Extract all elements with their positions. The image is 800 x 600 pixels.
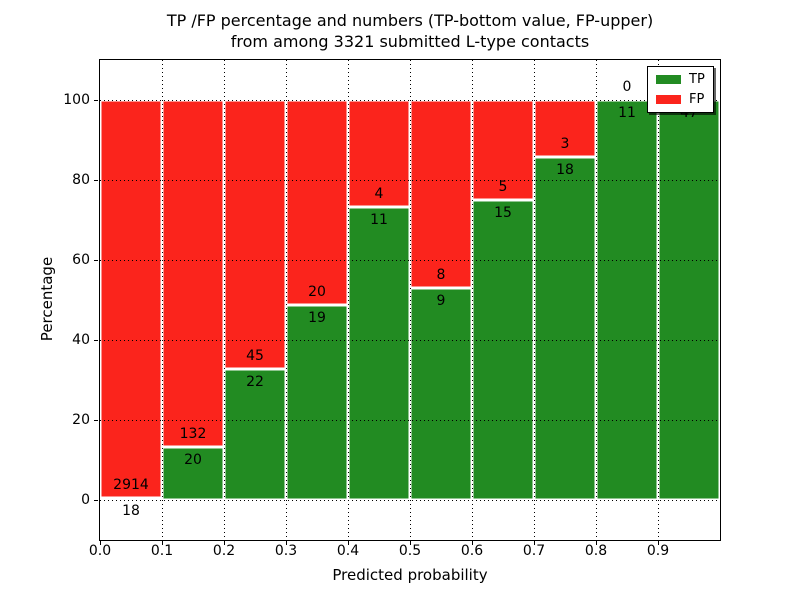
x-tick-label: 0.4	[336, 543, 360, 559]
x-tick-label: 0.1	[150, 543, 174, 559]
x-tick-label: 0.6	[460, 543, 484, 559]
bar-tp-segment	[596, 100, 658, 500]
bar-tp-segment	[472, 200, 534, 500]
bar-tp-segment	[162, 447, 224, 500]
chart-title-line1: TP /FP percentage and numbers (TP-bottom…	[166, 11, 654, 30]
x-axis-title: Predicted probability	[332, 566, 488, 584]
x-tick-label: 0.5	[398, 543, 422, 559]
bar-fp-segment	[472, 100, 534, 200]
bar-tp-segment	[410, 288, 472, 500]
x-tick-mark	[533, 541, 535, 545]
legend-label-fp: FP	[689, 92, 705, 107]
legend-swatch-tp	[656, 75, 681, 84]
bar-fp-segment	[100, 100, 162, 498]
y-tick-mark	[94, 259, 98, 261]
bar-fp-segment	[224, 100, 286, 369]
bar-fp-segment	[348, 100, 410, 207]
bars-layer	[100, 60, 720, 540]
y-tick-mark	[94, 419, 98, 421]
x-tick-mark	[223, 541, 225, 545]
legend-swatch-fp	[656, 95, 681, 104]
bar-tp-segment	[224, 368, 286, 500]
y-tick-label: 100	[63, 92, 90, 108]
legend-item-tp: TP	[656, 73, 705, 86]
legend-item-fp: FP	[656, 93, 705, 106]
plot-area: 291418132204522201941189515318011047 TPF…	[99, 59, 721, 541]
y-tick-label: 0	[81, 492, 90, 508]
x-tick-label: 0.0	[88, 543, 112, 559]
x-tick-label: 0.3	[274, 543, 298, 559]
legend: TP FP	[647, 66, 714, 113]
chart-title: TP /FP percentage and numbers (TP-bottom…	[99, 10, 721, 52]
bar-fp-segment	[534, 100, 596, 158]
chart-title-line2: from among 3321 submitted L-type contact…	[230, 32, 590, 51]
y-tick-label: 40	[72, 332, 90, 348]
x-tick-mark	[285, 541, 287, 545]
bar-tp-segment	[100, 497, 162, 500]
bar-tp-segment	[286, 305, 348, 500]
legend-label-tp: TP	[689, 72, 705, 87]
bar-tp-segment	[658, 100, 720, 500]
y-axis-title: Percentage	[38, 256, 56, 342]
y-tick-mark	[94, 339, 98, 341]
x-tick-mark	[471, 541, 473, 545]
bar-tp-segment	[534, 157, 596, 500]
x-tick-label: 0.9	[646, 543, 670, 559]
x-tick-mark	[657, 541, 659, 545]
x-tick-mark	[347, 541, 349, 545]
bar-fp-segment	[286, 100, 348, 306]
x-tick-mark	[161, 541, 163, 545]
x-tick-label: 0.7	[522, 543, 546, 559]
bar-tp-segment	[348, 206, 410, 500]
bar-fp-segment	[410, 100, 472, 289]
y-tick-mark	[94, 179, 98, 181]
y-tick-label: 60	[72, 252, 90, 268]
bar-fp-segment	[162, 100, 224, 448]
x-tick-mark	[595, 541, 597, 545]
y-tick-mark	[94, 499, 98, 501]
x-tick-label: 0.2	[212, 543, 236, 559]
x-tick-mark	[99, 541, 101, 545]
x-tick-mark	[409, 541, 411, 545]
y-tick-label: 80	[72, 172, 90, 188]
x-tick-label: 0.8	[584, 543, 608, 559]
y-tick-mark	[94, 99, 98, 101]
y-tick-label: 20	[72, 412, 90, 428]
